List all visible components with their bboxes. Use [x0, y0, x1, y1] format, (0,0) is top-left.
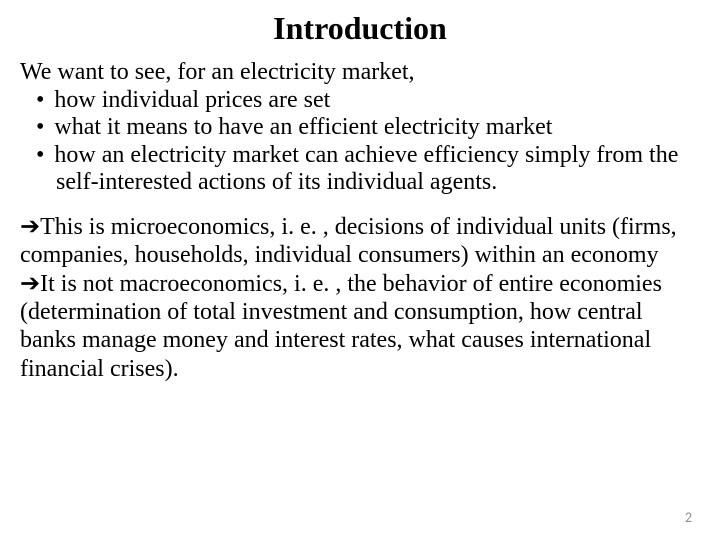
arrow-text: This is microeconomics, i. e. , decision…: [20, 214, 677, 268]
slide-title: Introduction: [20, 10, 700, 47]
arrow-text: It is not macroeconomics, i. e. , the be…: [20, 271, 662, 382]
slide: Introduction We want to see, for an elec…: [0, 0, 720, 403]
bullet-item: how individual prices are set: [20, 87, 700, 115]
arrow-block: ➔This is microeconomics, i. e. , decisio…: [20, 213, 700, 383]
intro-text: We want to see, for an electricity marke…: [20, 59, 700, 87]
bullet-list: how individual prices are set what it me…: [20, 87, 700, 197]
arrow-icon: ➔: [20, 270, 40, 297]
arrow-paragraph: ➔It is not macroeconomics, i. e. , the b…: [20, 270, 700, 383]
arrow-icon: ➔: [20, 213, 40, 240]
bullet-item: how an electricity market can achieve ef…: [20, 142, 700, 197]
bullet-item: what it means to have an efficient elect…: [20, 114, 700, 142]
arrow-paragraph: ➔This is microeconomics, i. e. , decisio…: [20, 213, 700, 270]
page-number: 2: [685, 509, 692, 526]
